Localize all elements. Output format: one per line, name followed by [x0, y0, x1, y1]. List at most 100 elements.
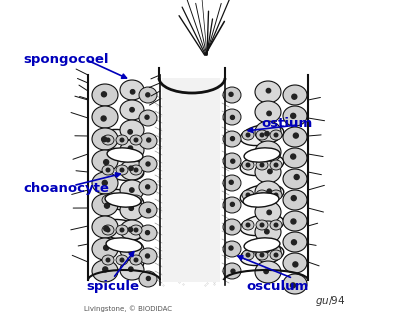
Ellipse shape: [256, 160, 268, 170]
Circle shape: [106, 138, 110, 142]
Circle shape: [260, 253, 264, 257]
Circle shape: [246, 163, 250, 167]
Circle shape: [274, 163, 278, 167]
Ellipse shape: [139, 179, 157, 195]
Ellipse shape: [255, 201, 281, 223]
Circle shape: [104, 245, 109, 250]
Text: spongocoel: spongocoel: [24, 53, 109, 66]
Ellipse shape: [130, 195, 142, 205]
Circle shape: [129, 206, 133, 211]
Circle shape: [229, 180, 233, 184]
Ellipse shape: [223, 131, 241, 147]
Ellipse shape: [92, 238, 118, 260]
Circle shape: [291, 283, 295, 288]
Circle shape: [147, 138, 151, 142]
Circle shape: [291, 154, 296, 159]
Circle shape: [120, 258, 124, 262]
Circle shape: [145, 254, 149, 258]
Circle shape: [120, 168, 124, 172]
Ellipse shape: [240, 244, 284, 266]
Ellipse shape: [120, 200, 144, 220]
Ellipse shape: [130, 135, 142, 145]
Circle shape: [145, 231, 150, 235]
Circle shape: [246, 193, 250, 197]
Circle shape: [146, 162, 150, 166]
Ellipse shape: [139, 225, 157, 241]
Ellipse shape: [255, 241, 281, 263]
Circle shape: [267, 210, 271, 215]
Ellipse shape: [255, 101, 281, 123]
Ellipse shape: [223, 263, 241, 279]
Ellipse shape: [223, 87, 241, 103]
Circle shape: [134, 228, 138, 232]
Circle shape: [128, 130, 132, 134]
Ellipse shape: [105, 193, 141, 207]
Ellipse shape: [102, 135, 114, 145]
Circle shape: [134, 198, 138, 202]
Ellipse shape: [107, 148, 143, 162]
Circle shape: [103, 267, 108, 272]
Circle shape: [106, 228, 110, 232]
Ellipse shape: [256, 220, 268, 230]
Circle shape: [230, 137, 234, 140]
Ellipse shape: [270, 190, 282, 200]
Ellipse shape: [243, 193, 279, 207]
Ellipse shape: [242, 190, 254, 200]
Ellipse shape: [255, 181, 281, 203]
Ellipse shape: [116, 255, 128, 265]
Circle shape: [260, 193, 264, 197]
Ellipse shape: [139, 133, 157, 149]
Ellipse shape: [256, 130, 268, 140]
Circle shape: [230, 116, 234, 119]
Ellipse shape: [283, 148, 307, 168]
Circle shape: [274, 133, 278, 137]
Circle shape: [231, 269, 235, 273]
Circle shape: [264, 269, 268, 274]
Ellipse shape: [223, 109, 241, 125]
Text: spicule: spicule: [86, 280, 139, 293]
Ellipse shape: [92, 172, 118, 194]
Circle shape: [292, 94, 297, 99]
Ellipse shape: [92, 260, 118, 282]
Circle shape: [266, 88, 271, 93]
Circle shape: [128, 227, 133, 232]
Ellipse shape: [283, 190, 307, 210]
Ellipse shape: [283, 127, 307, 147]
Ellipse shape: [139, 202, 157, 218]
Ellipse shape: [256, 250, 268, 260]
Circle shape: [267, 189, 271, 194]
Circle shape: [265, 132, 269, 136]
Circle shape: [246, 253, 250, 257]
Ellipse shape: [92, 150, 118, 172]
Circle shape: [102, 180, 107, 185]
Circle shape: [266, 150, 270, 155]
Circle shape: [265, 229, 269, 234]
Ellipse shape: [120, 240, 144, 260]
Ellipse shape: [130, 165, 142, 175]
Circle shape: [105, 203, 109, 208]
Circle shape: [134, 168, 138, 172]
Circle shape: [104, 226, 109, 231]
Circle shape: [106, 258, 110, 262]
Ellipse shape: [102, 165, 114, 175]
Circle shape: [246, 133, 250, 137]
Ellipse shape: [270, 130, 282, 140]
Ellipse shape: [139, 87, 157, 103]
Ellipse shape: [100, 189, 144, 211]
Ellipse shape: [255, 81, 281, 103]
Circle shape: [291, 240, 297, 245]
Ellipse shape: [120, 160, 144, 180]
Text: ostium: ostium: [262, 117, 313, 130]
Ellipse shape: [240, 124, 284, 146]
Circle shape: [147, 209, 150, 213]
Ellipse shape: [92, 84, 118, 106]
Ellipse shape: [223, 175, 241, 191]
Circle shape: [230, 226, 234, 230]
Ellipse shape: [116, 195, 128, 205]
Ellipse shape: [270, 250, 282, 260]
Circle shape: [268, 169, 272, 174]
Ellipse shape: [242, 160, 254, 170]
Ellipse shape: [223, 153, 241, 169]
Circle shape: [129, 188, 134, 192]
Ellipse shape: [223, 241, 241, 257]
